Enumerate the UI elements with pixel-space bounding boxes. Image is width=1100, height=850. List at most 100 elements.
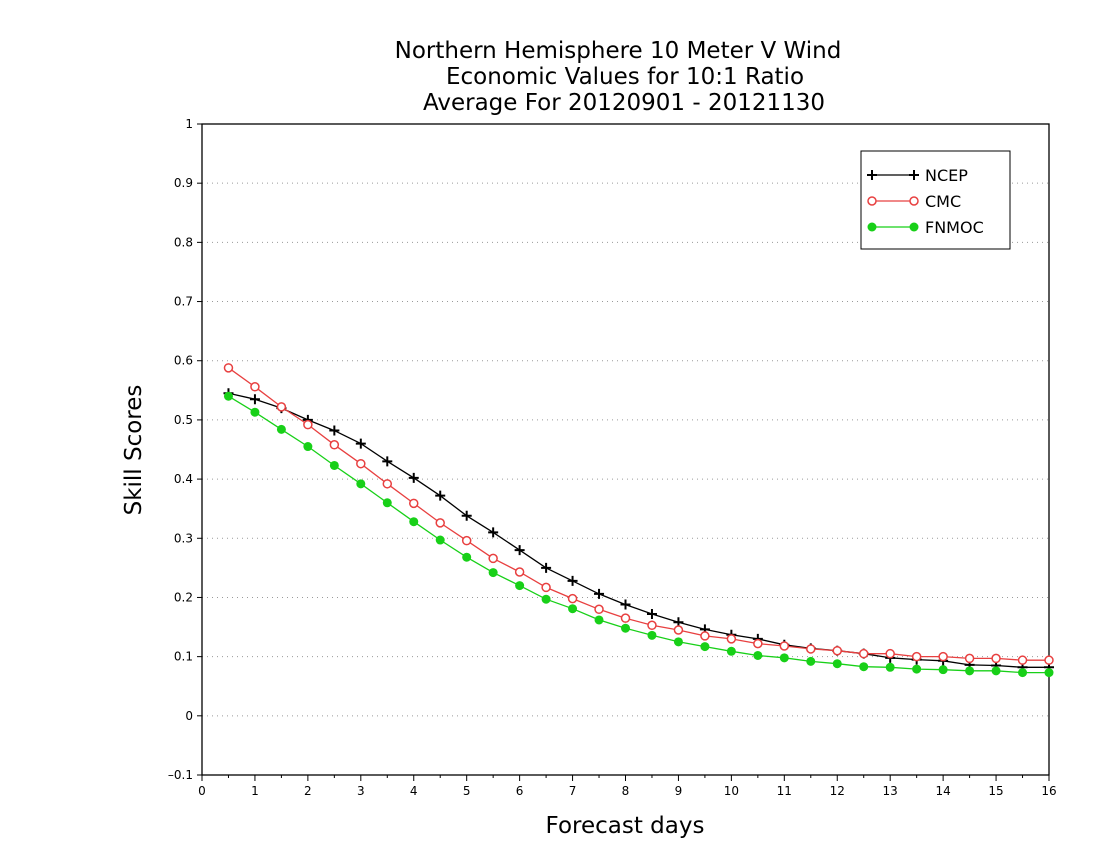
- data-point-ncep-5: [355, 438, 366, 449]
- data-point-cmc-5: [356, 458, 366, 469]
- y-tick-label-10: 0.9: [174, 176, 193, 190]
- data-point-cmc-27: [938, 651, 948, 662]
- legend-marker-start-cmc: [867, 196, 877, 206]
- data-point-cmc-31: [1044, 655, 1054, 665]
- data-point-fnmoc-0: [223, 391, 233, 401]
- x-tick-label-5: 5: [463, 784, 471, 798]
- data-point-cmc-20: [753, 638, 763, 649]
- data-point-fnmoc-31: [1044, 668, 1054, 678]
- x-tick-label-9: 9: [675, 784, 683, 798]
- data-point-fnmoc-21: [779, 653, 789, 663]
- data-point-cmc-8: [435, 518, 445, 528]
- series-line-ncep: [228, 392, 1049, 668]
- data-point-ncep-12: [541, 562, 552, 573]
- data-point-cmc-11: [514, 567, 525, 577]
- legend-box: [860, 150, 1011, 250]
- data-point-fnmoc-16: [647, 630, 657, 640]
- data-point-fnmoc-23: [832, 659, 842, 669]
- x-tick-label-11: 11: [777, 784, 792, 798]
- data-point-fnmoc-28: [965, 666, 975, 676]
- y-axis-label: Skill Scores: [121, 385, 147, 516]
- x-tick-label-16: 16: [1041, 784, 1056, 798]
- data-point-ncep-13: [567, 575, 578, 586]
- data-point-cmc-24: [858, 648, 869, 659]
- data-point-ncep-1: [249, 394, 260, 405]
- data-point-fnmoc-13: [568, 604, 578, 614]
- data-point-fnmoc-10: [488, 568, 498, 578]
- data-point-cmc-17: [673, 625, 684, 635]
- data-point-cmc-16: [647, 620, 657, 631]
- axes: –0.100.10.20.30.40.50.60.70.80.910 1 2 3 4 5 6…: [168, 117, 1057, 798]
- data-point-cmc-30: [1017, 655, 1028, 665]
- legend-marker-end-cmc: [909, 196, 919, 206]
- data-point-fnmoc-7: [409, 517, 419, 527]
- data-point-cmc-7: [409, 498, 419, 509]
- data-point-ncep-7: [408, 472, 419, 483]
- data-point-fnmoc-24: [859, 662, 869, 672]
- data-point-fnmoc-2: [276, 424, 286, 434]
- data-point-ncep-15: [620, 599, 631, 610]
- data-point-cmc-9: [461, 535, 472, 546]
- data-point-cmc-3: [303, 419, 313, 430]
- x-tick-label-13: 13: [883, 784, 898, 798]
- y-tick-label-0: –0.1: [168, 768, 193, 782]
- data-point-fnmoc-5: [356, 479, 366, 489]
- legend-label-fnmoc: FNMOC: [925, 218, 984, 237]
- data-point-cmc-23: [832, 645, 842, 656]
- x-tick-label-10: 10: [724, 784, 739, 798]
- chart-title-line-2: Economic Values for 10:1 Ratio: [446, 64, 804, 90]
- x-tick-label-3: 3: [357, 784, 365, 798]
- y-tick-label-4: 0.3: [174, 531, 193, 545]
- legend-marker-start-fnmoc: [867, 222, 877, 232]
- x-tick-label-4: 4: [410, 784, 418, 798]
- y-tick-label-8: 0.7: [174, 295, 193, 309]
- data-point-cmc-25: [885, 648, 895, 659]
- data-point-cmc-15: [620, 613, 631, 623]
- chart-title-line-1: Northern Hemisphere 10 Meter V Wind: [395, 38, 842, 64]
- y-tick-label-7: 0.6: [174, 354, 193, 368]
- data-point-cmc-29: [991, 653, 1001, 664]
- series-line-fnmoc: [228, 395, 1049, 674]
- data-point-cmc-26: [911, 651, 922, 662]
- data-point-ncep-11: [514, 545, 525, 556]
- data-point-cmc-13: [567, 593, 578, 604]
- data-point-fnmoc-8: [435, 535, 445, 545]
- x-axis-label: Forecast days: [546, 813, 705, 839]
- data-point-cmc-4: [329, 440, 340, 450]
- data-point-fnmoc-14: [594, 615, 604, 625]
- data-point-fnmoc-9: [462, 552, 472, 562]
- data-point-fnmoc-18: [700, 642, 710, 652]
- x-tick-label-1: 1: [251, 784, 259, 798]
- data-point-ncep-4: [329, 425, 340, 436]
- data-point-fnmoc-26: [912, 664, 922, 674]
- series-group: [223, 363, 1054, 678]
- data-point-cmc-6: [382, 479, 393, 489]
- data-point-fnmoc-20: [753, 650, 763, 660]
- data-point-fnmoc-1: [250, 407, 260, 417]
- legend-label-cmc: CMC: [925, 192, 961, 211]
- data-point-fnmoc-3: [303, 442, 313, 452]
- data-point-ncep-16: [646, 609, 657, 620]
- data-point-cmc-1: [250, 382, 260, 392]
- x-tick-label-15: 15: [988, 784, 1003, 798]
- data-point-fnmoc-6: [382, 498, 392, 508]
- chart-title: Northern Hemisphere 10 Meter V Wind Econ…: [395, 38, 842, 116]
- y-tick-label-6: 0.5: [174, 413, 193, 427]
- x-tick-label-0: 0: [198, 784, 206, 798]
- data-point-ncep-8: [435, 490, 446, 501]
- y-tick-label-9: 0.8: [174, 235, 193, 249]
- data-point-ncep-6: [382, 456, 393, 467]
- y-tick-label-11: 1: [185, 117, 193, 131]
- x-tick-label-8: 8: [622, 784, 630, 798]
- data-point-fnmoc-27: [938, 665, 948, 675]
- y-tick-label-2: 0.1: [174, 650, 193, 664]
- legend-marker-start-ncep: [867, 170, 877, 180]
- data-point-fnmoc-12: [541, 594, 551, 604]
- data-point-fnmoc-11: [515, 581, 525, 591]
- legend-marker-end-fnmoc: [909, 222, 919, 232]
- data-point-cmc-10: [488, 553, 498, 564]
- data-point-cmc-28: [964, 653, 975, 664]
- data-point-fnmoc-4: [329, 460, 339, 470]
- data-point-fnmoc-22: [806, 656, 816, 666]
